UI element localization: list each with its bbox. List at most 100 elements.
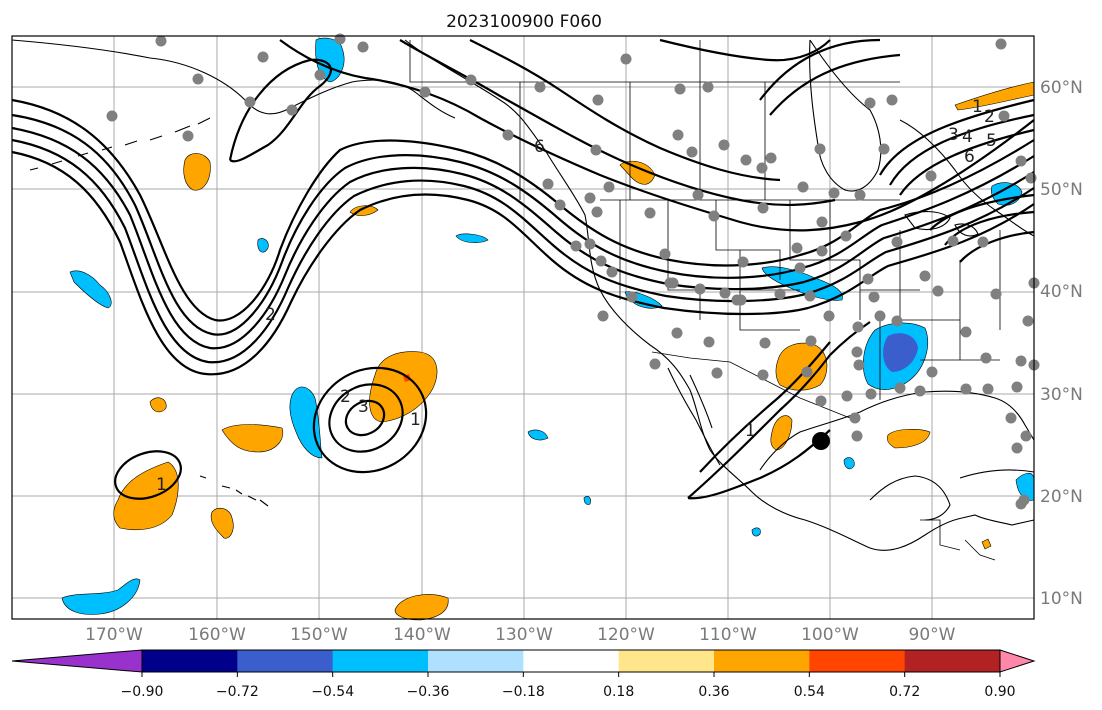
station-marker	[982, 383, 994, 395]
station-marker	[314, 69, 326, 81]
colorbar-tick-label: 0.72	[889, 684, 920, 700]
latitude-label: 10°N	[1040, 589, 1083, 609]
station-marker	[106, 110, 118, 122]
station-marker	[878, 143, 890, 155]
station-marker	[854, 189, 866, 201]
contour-line	[11, 126, 1035, 350]
colorbar-tick-label: −0.18	[502, 684, 545, 700]
station-marker	[702, 81, 714, 93]
station-marker	[644, 207, 656, 219]
hawaii-islands	[199, 475, 269, 507]
contour-line	[469, 39, 781, 182]
station-marker	[1015, 155, 1027, 167]
station-marker	[919, 270, 931, 282]
contour-label: 1	[156, 475, 167, 495]
colorbar-outline	[141, 649, 1001, 673]
contour-label: 2	[340, 387, 351, 407]
station-marker	[823, 310, 835, 322]
colorbar-segment	[714, 650, 810, 672]
colorbar-tick-label: −0.90	[121, 684, 164, 700]
contour-line	[699, 341, 831, 473]
station-markers	[106, 33, 1040, 510]
colorbar-tick-label: 0.36	[698, 684, 729, 700]
contour-line	[228, 58, 332, 163]
station-marker	[1011, 442, 1023, 454]
longitude-label: 140°W	[393, 625, 451, 645]
longitude-label: 90°W	[909, 625, 956, 645]
colorbar-tick-label: 0.54	[794, 684, 825, 700]
station-marker	[182, 130, 194, 142]
station-marker	[757, 369, 769, 381]
yucatan-coastline	[869, 475, 951, 521]
longitude-label: 150°W	[290, 625, 348, 645]
negative-anomaly-region	[289, 386, 323, 459]
colorbar-tick-label: −0.36	[407, 684, 450, 700]
station-marker	[591, 206, 603, 218]
station-marker	[502, 129, 514, 141]
station-marker	[886, 94, 898, 106]
station-marker	[980, 352, 992, 364]
contour-line	[114, 450, 182, 500]
colorbar-segment	[523, 650, 620, 672]
positive-anomaly-region	[886, 429, 931, 449]
contour-line	[344, 399, 386, 437]
station-marker	[649, 358, 661, 370]
negative-anomaly-region	[751, 527, 761, 537]
station-marker	[1011, 381, 1023, 393]
station-marker	[719, 287, 731, 299]
colorbar: −0.90 −0.72 −0.54 −0.36 −0.18 0.18 0.36 0.54 0.7…	[11, 649, 1036, 700]
station-marker	[851, 430, 863, 442]
positive-anomaly-region	[183, 153, 211, 191]
station-marker	[592, 94, 604, 106]
station-marker	[977, 236, 989, 248]
baja-california-coastline	[667, 367, 721, 466]
contour-label: 6	[534, 137, 545, 157]
contour-label: 3	[948, 125, 959, 145]
map-panel: 2 2 3 1 1 1 1 2 3 4 5 6 6	[11, 33, 1040, 621]
contour-line	[312, 366, 428, 474]
negative-anomaly-region	[69, 270, 112, 309]
station-marker	[737, 256, 749, 268]
station-marker	[759, 337, 771, 349]
station-marker	[865, 388, 877, 400]
colorbar-extend-min	[11, 649, 143, 673]
station-marker	[554, 199, 566, 211]
station-marker	[740, 154, 752, 166]
station-marker	[711, 367, 723, 379]
station-marker	[757, 202, 769, 214]
station-marker	[926, 366, 938, 378]
contour-line	[879, 98, 1035, 196]
station-marker	[853, 359, 865, 371]
contour-label: 1	[745, 421, 756, 441]
station-marker	[672, 129, 684, 141]
positive-anomaly-region	[113, 461, 179, 531]
contour-label: 5	[986, 131, 997, 151]
colorbar-segment	[428, 650, 524, 672]
station-marker	[1020, 430, 1032, 442]
negative-anomaly-region	[455, 233, 489, 243]
station-marker	[805, 335, 817, 347]
station-marker	[828, 187, 840, 199]
station-marker	[960, 326, 972, 338]
station-marker	[774, 288, 786, 300]
colorbar-segment	[237, 650, 334, 672]
station-marker	[797, 181, 809, 193]
canada-province-borders	[460, 40, 900, 200]
station-marker	[862, 273, 874, 285]
station-marker	[868, 291, 880, 303]
station-marker	[874, 310, 886, 322]
station-marker	[671, 327, 683, 339]
station-marker	[1015, 498, 1027, 510]
contour-lines	[11, 38, 1035, 500]
negative-anomaly-region	[527, 429, 549, 441]
latitude-labels: 60°N 50°N 40°N 30°N 20°N 10°N	[1040, 78, 1083, 609]
station-marker	[659, 248, 671, 260]
station-marker	[840, 230, 852, 242]
station-marker	[794, 262, 806, 274]
station-marker	[841, 390, 853, 402]
contour-label: 1	[410, 410, 421, 430]
station-marker	[192, 73, 204, 85]
station-marker	[814, 143, 826, 155]
colorbar-segment	[142, 650, 238, 672]
station-marker	[995, 38, 1007, 50]
